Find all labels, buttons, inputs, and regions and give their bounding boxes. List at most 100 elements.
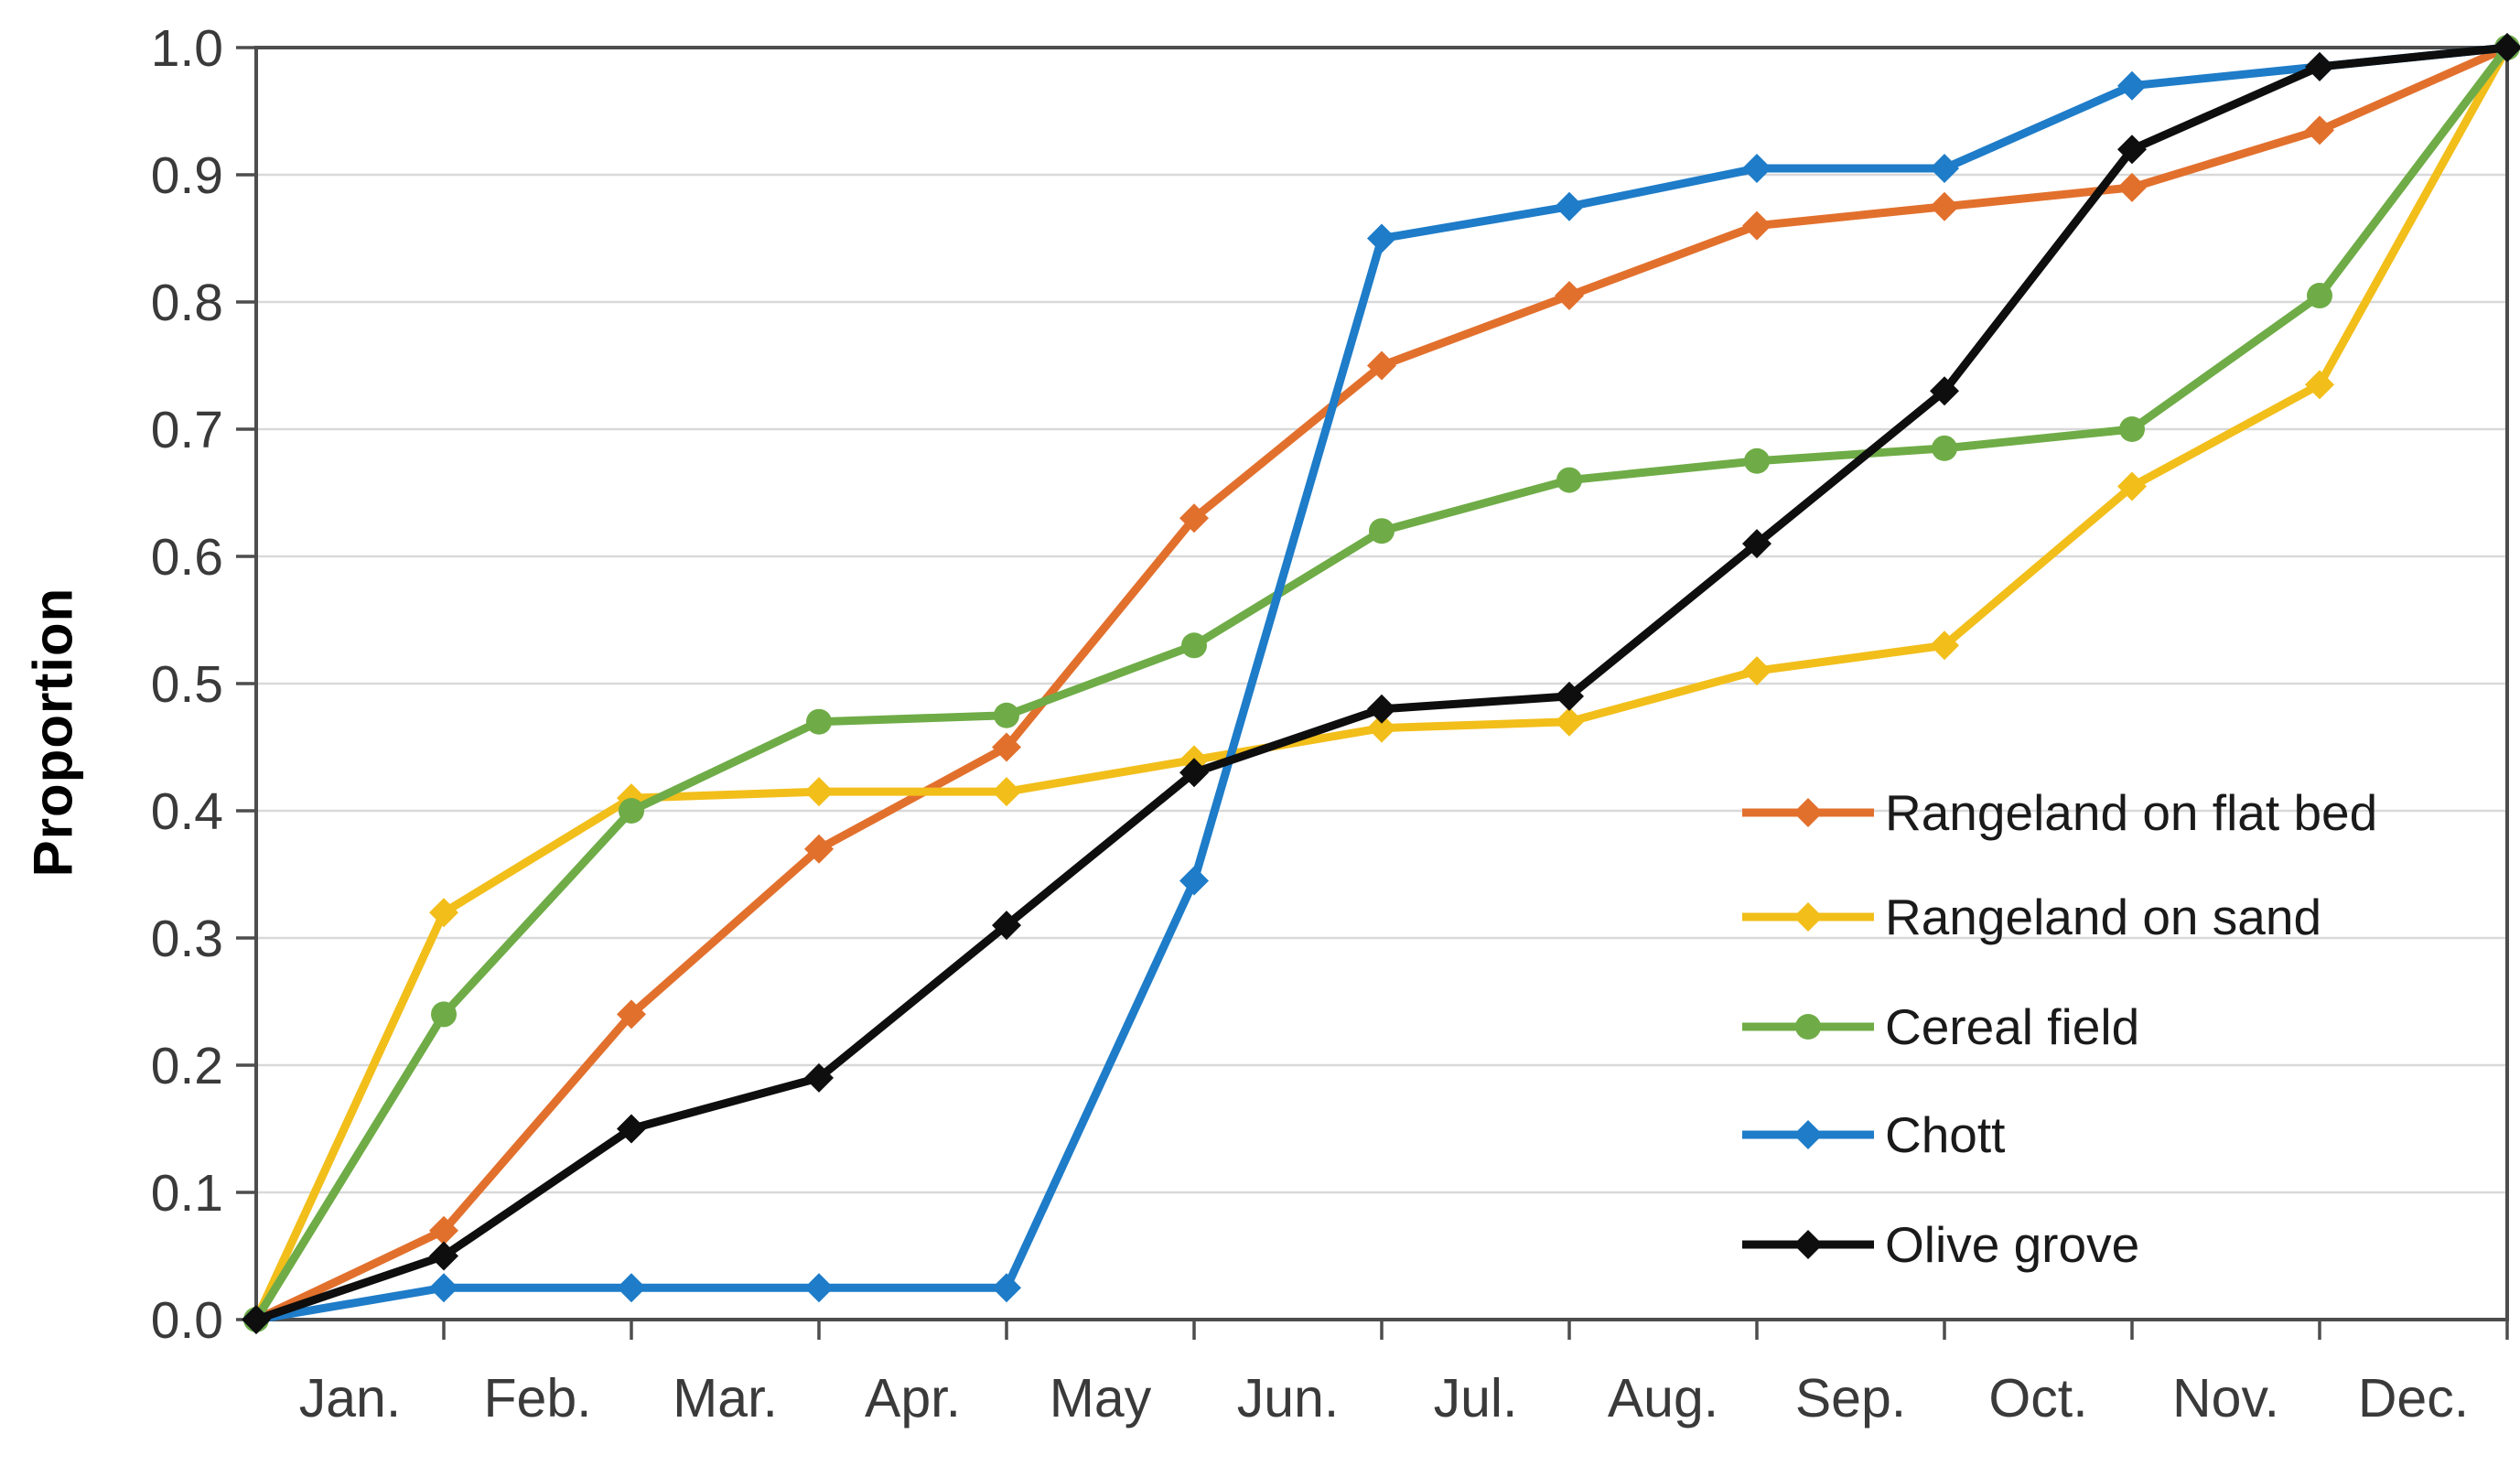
legend-marker xyxy=(1793,1230,1823,1259)
marker-rangeland-on-flat-bed xyxy=(804,834,834,864)
marker-olive-grove xyxy=(992,911,1021,941)
marker-chott xyxy=(617,1273,646,1303)
legend-label: Chott xyxy=(1885,1106,2006,1163)
marker-cereal-field xyxy=(1744,447,1770,474)
marker-rangeland-on-sand xyxy=(1930,631,1959,661)
y-tick-label: 0.7 xyxy=(151,401,223,459)
marker-cereal-field xyxy=(994,702,1019,728)
y-tick-label: 1.0 xyxy=(151,19,223,78)
marker-rangeland-on-sand xyxy=(1555,706,1584,737)
marker-chott xyxy=(2117,70,2147,101)
legend-marker-chott xyxy=(1742,1120,1874,1149)
marker-rangeland-on-flat-bed xyxy=(2305,115,2334,146)
marker-chott xyxy=(1179,866,1209,896)
marker-rangeland-on-sand xyxy=(2305,370,2334,400)
x-tick-label-jul-: Jul. xyxy=(1434,1368,1518,1428)
marker-rangeland-on-flat-bed xyxy=(992,732,1021,762)
legend-marker xyxy=(1793,798,1823,827)
marker-olive-grove xyxy=(617,1114,646,1144)
marker-olive-grove xyxy=(1930,376,1959,406)
marker-rangeland-on-sand xyxy=(1742,656,1772,686)
marker-olive-grove xyxy=(1742,529,1772,559)
y-tick-label: 0.9 xyxy=(151,146,223,205)
x-tick-label-mar-: Mar. xyxy=(673,1368,778,1428)
marker-rangeland-on-flat-bed xyxy=(1930,191,1959,221)
legend-marker xyxy=(1793,1120,1823,1149)
marker-chott xyxy=(992,1273,1021,1303)
marker-rangeland-on-flat-bed xyxy=(429,1215,458,1245)
marker-olive-grove xyxy=(2117,135,2147,165)
marker-rangeland-on-flat-bed xyxy=(2117,172,2147,202)
marker-rangeland-on-flat-bed xyxy=(617,999,646,1029)
marker-cereal-field xyxy=(1932,435,1957,461)
marker-olive-grove xyxy=(804,1062,834,1093)
legend-item-cereal-field: Cereal field xyxy=(1739,998,2140,1055)
y-axis-title: Proportion xyxy=(22,587,84,878)
marker-olive-grove xyxy=(1367,694,1396,724)
y-tick-label: 0.6 xyxy=(151,528,223,587)
x-tick-label-aug-: Aug. xyxy=(1608,1368,1718,1428)
legend-item-rangeland-on-flat-bed: Rangeland on flat bed xyxy=(1739,784,2378,841)
marker-cereal-field xyxy=(619,798,644,824)
marker-olive-grove xyxy=(1555,681,1584,711)
marker-olive-grove xyxy=(1179,758,1209,788)
marker-rangeland-on-flat-bed xyxy=(1742,210,1772,241)
x-tick-label-jan-: Jan. xyxy=(299,1368,402,1428)
marker-chott xyxy=(1367,223,1396,253)
marker-chott xyxy=(429,1273,458,1303)
legend-marker xyxy=(1795,1014,1821,1040)
legend-marker-olive-grove xyxy=(1742,1230,1874,1259)
marker-cereal-field xyxy=(1369,518,1395,544)
legend-label: Olive grove xyxy=(1885,1216,2140,1273)
marker-cereal-field xyxy=(806,708,832,735)
legend-label: Rangeland on sand xyxy=(1885,889,2322,945)
marker-cereal-field xyxy=(1556,467,1582,493)
y-tick-label: 0.4 xyxy=(151,782,223,841)
legend-label: Cereal field xyxy=(1885,998,2140,1055)
x-tick-label-dec-: Dec. xyxy=(2358,1368,2469,1428)
x-tick-label-feb-: Feb. xyxy=(483,1368,591,1428)
marker-chott xyxy=(1555,191,1584,221)
x-tick-label-oct-: Oct. xyxy=(1988,1368,2087,1428)
marker-olive-grove xyxy=(429,1241,458,1271)
marker-rangeland-on-sand xyxy=(992,777,1021,807)
marker-chott xyxy=(1742,154,1772,184)
marker-rangeland-on-flat-bed xyxy=(1179,503,1209,534)
legend-item-olive-grove: Olive grove xyxy=(1739,1216,2140,1273)
y-tick-label: 0.5 xyxy=(151,655,223,714)
marker-olive-grove xyxy=(242,1305,271,1334)
y-tick-label: 0.8 xyxy=(151,274,223,332)
marker-cereal-field xyxy=(2119,416,2145,442)
marker-rangeland-on-flat-bed xyxy=(1367,350,1396,381)
legend-marker-cereal-field xyxy=(1742,1014,1874,1040)
x-tick-label-jun-: Jun. xyxy=(1237,1368,1340,1428)
legend-item-chott: Chott xyxy=(1739,1106,2006,1163)
y-tick-label: 0.0 xyxy=(151,1291,223,1350)
marker-rangeland-on-flat-bed xyxy=(1555,281,1584,311)
marker-rangeland-on-sand xyxy=(804,777,834,807)
x-tick-label-may: May xyxy=(1050,1368,1152,1428)
legend-label: Rangeland on flat bed xyxy=(1885,784,2378,841)
marker-cereal-field xyxy=(2307,283,2332,309)
marker-cereal-field xyxy=(1181,632,1207,659)
legend-marker-rangeland-on-sand xyxy=(1742,902,1874,932)
x-tick-label-sep-: Sep. xyxy=(1795,1368,1906,1428)
marker-olive-grove xyxy=(2305,51,2334,81)
marker-rangeland-on-sand xyxy=(2117,471,2147,501)
marker-cereal-field xyxy=(431,1001,457,1028)
x-tick-label-nov-: Nov. xyxy=(2172,1368,2279,1428)
y-tick-label: 0.1 xyxy=(151,1164,223,1223)
legend-item-rangeland-on-sand: Rangeland on sand xyxy=(1739,889,2322,945)
x-tick-label-apr-: Apr. xyxy=(865,1368,961,1428)
legend-marker-rangeland-on-flat-bed xyxy=(1742,798,1874,827)
marker-chott xyxy=(1930,154,1959,184)
marker-rangeland-on-sand xyxy=(429,898,458,928)
marker-chott xyxy=(804,1273,834,1303)
y-tick-label: 0.2 xyxy=(151,1037,223,1095)
marker-olive-grove xyxy=(2493,33,2520,62)
marker-rangeland-on-sand xyxy=(1367,713,1396,743)
y-tick-label: 0.3 xyxy=(151,910,223,968)
legend-marker xyxy=(1793,902,1823,932)
